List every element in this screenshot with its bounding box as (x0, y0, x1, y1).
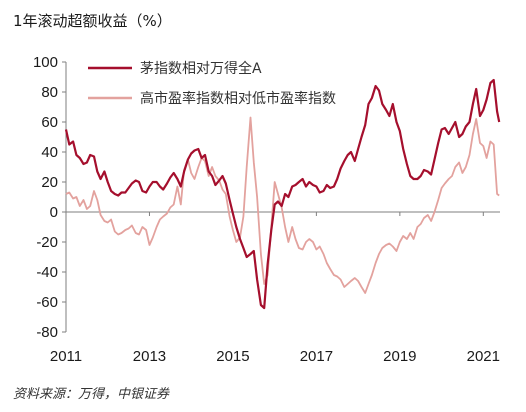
chart-title: 1年滚动超额收益（%） (13, 12, 172, 30)
y-tick-label: -60 (36, 294, 58, 311)
x-tick-label: 2021 (467, 348, 500, 365)
y-tick-label: 80 (41, 84, 58, 101)
x-tick-label: 2017 (300, 348, 333, 365)
legend: 茅指数相对万得全A 高市盈率指数相对低市盈率指数 (88, 60, 336, 107)
y-tick-label: 60 (41, 114, 58, 131)
axes (62, 61, 500, 333)
y-tick-label: -80 (36, 324, 58, 341)
series-line-2 (65, 116, 500, 294)
y-tick-label: -40 (36, 264, 58, 281)
x-tick-label: 2015 (216, 348, 249, 365)
legend-label: 茅指数相对万得全A (140, 60, 262, 77)
y-tick-label: 40 (41, 144, 58, 161)
x-tick-label: 2013 (133, 348, 166, 365)
source-note: 资料来源：万得，中银证券 (13, 387, 170, 402)
y-tick-label: 0 (50, 204, 58, 221)
series-line-1 (64, 78, 501, 310)
y-tick-labels: 100 80 60 40 20 0 -20 -40 -60 -80 (33, 54, 58, 341)
x-tick-label: 2019 (383, 348, 416, 365)
x-tick-label: 2011 (50, 348, 82, 365)
y-tick-label: 100 (33, 54, 58, 71)
x-tick-labels: 2011 2013 2015 2017 2019 2021 (50, 348, 500, 365)
y-tick-label: -20 (36, 234, 58, 251)
series-lines (64, 78, 501, 310)
legend-label: 高市盈率指数相对低市盈率指数 (140, 90, 336, 107)
y-tick-label: 20 (41, 174, 58, 191)
